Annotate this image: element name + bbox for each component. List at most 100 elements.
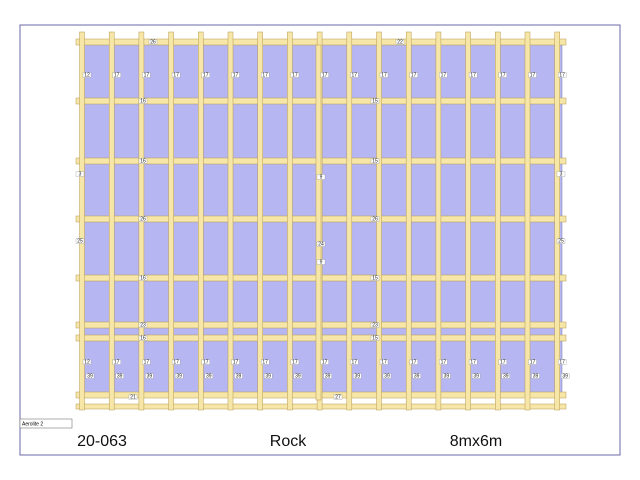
label-box	[350, 72, 359, 78]
label-box	[261, 72, 270, 78]
label: 26	[372, 216, 378, 222]
label: 12	[84, 72, 90, 78]
label-box	[82, 72, 92, 78]
label-box	[528, 359, 537, 365]
label: 17	[203, 72, 209, 78]
label: 12	[84, 359, 90, 365]
label: 9	[320, 174, 323, 180]
label: 17	[262, 72, 268, 78]
label-box	[290, 72, 300, 78]
label-box	[468, 359, 478, 365]
post	[257, 31, 263, 411]
label-box	[231, 359, 240, 365]
label-box	[439, 359, 448, 365]
label: 39	[265, 373, 271, 379]
project-number: 20-063	[77, 433, 127, 450]
label: 39	[236, 373, 242, 379]
label-box	[138, 216, 148, 222]
label-box	[528, 72, 537, 78]
label: 39	[355, 373, 361, 379]
label: 17	[203, 359, 209, 365]
label-box	[395, 39, 405, 45]
label: 16	[140, 275, 146, 281]
post	[198, 31, 204, 411]
label-box	[370, 335, 380, 341]
label: 39	[533, 373, 539, 379]
label-box	[138, 322, 148, 328]
label-box	[174, 373, 184, 379]
label-box	[112, 359, 121, 365]
label: 21	[130, 394, 136, 400]
post	[524, 31, 531, 411]
label-box	[409, 72, 418, 78]
plan: 26 22 16 15 16 15 26 26 16 15 23 23 16 15 3 3 25 25 9 24 9 21…	[75, 31, 570, 411]
label-box	[138, 335, 148, 341]
label: 17	[530, 72, 536, 78]
label-box	[171, 359, 181, 365]
post	[168, 31, 174, 411]
label: 17	[530, 359, 536, 365]
label-box	[370, 98, 380, 104]
label-box	[204, 373, 213, 379]
label-box	[531, 373, 540, 379]
label: 23	[140, 322, 146, 328]
label: 3	[560, 171, 563, 177]
label-box	[115, 373, 124, 379]
label-box	[370, 275, 380, 281]
label-box	[353, 373, 362, 379]
label-box	[75, 171, 85, 177]
label: 17	[114, 359, 120, 365]
label-box	[558, 72, 567, 78]
label: 15	[372, 158, 378, 164]
label-box	[128, 394, 138, 400]
post	[405, 31, 412, 411]
post	[108, 31, 115, 411]
project-name: Rock	[270, 433, 307, 450]
label-box	[561, 373, 570, 379]
post	[465, 31, 471, 411]
label: 17	[559, 359, 565, 365]
label: 15	[372, 335, 378, 341]
label-box	[333, 394, 343, 400]
label: 25	[77, 238, 83, 244]
label: 17	[411, 359, 417, 365]
label-box	[171, 72, 181, 78]
label-box	[145, 373, 154, 379]
label: 17	[441, 359, 447, 365]
label: 17	[500, 72, 506, 78]
label: 17	[322, 359, 328, 365]
label-box	[370, 216, 380, 222]
label: 39	[444, 373, 450, 379]
label-box	[138, 98, 148, 104]
label-box	[370, 158, 380, 164]
label-box	[316, 241, 326, 247]
label-box	[442, 373, 451, 379]
label: 17	[470, 72, 476, 78]
label: 9	[320, 259, 323, 265]
label: 39	[562, 373, 568, 379]
label: 16	[140, 158, 146, 164]
label: 17	[173, 72, 179, 78]
label: 17	[441, 72, 447, 78]
label: 39	[384, 373, 390, 379]
label: 39	[414, 373, 420, 379]
label: 39	[87, 373, 93, 379]
label: 39	[176, 373, 182, 379]
label-box	[85, 373, 95, 379]
label: 39	[295, 373, 301, 379]
post	[287, 31, 293, 411]
label: 17	[352, 359, 358, 365]
label: 39	[325, 373, 331, 379]
label-box	[498, 359, 507, 365]
label-box	[439, 72, 448, 78]
label-box	[320, 359, 329, 365]
label: 17	[322, 72, 328, 78]
label: 39	[206, 373, 212, 379]
label-box	[501, 373, 510, 379]
label: 17	[144, 359, 150, 365]
label: 17	[559, 72, 565, 78]
label: 23	[372, 322, 378, 328]
label: 39	[117, 373, 123, 379]
label: 39	[503, 373, 509, 379]
post	[554, 31, 560, 411]
